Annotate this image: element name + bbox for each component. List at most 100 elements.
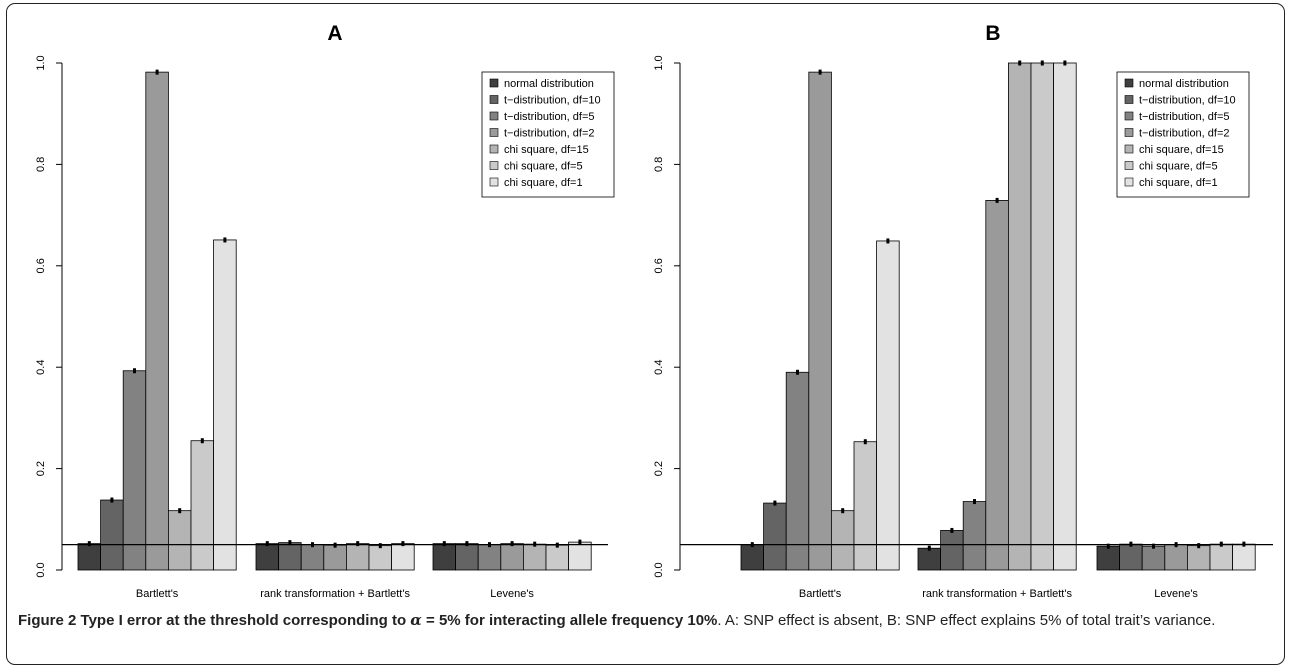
panel-b-legend-label: chi square, df=15: [1139, 144, 1224, 156]
panel-b-bar: [985, 199, 1009, 571]
panel-a-bar: [368, 545, 393, 571]
panel-b-category-label: rank transformation + Bartlett's: [922, 588, 1072, 600]
panel-b-bar: [940, 530, 964, 571]
caption-label: Figure 2: [18, 612, 77, 629]
caption-text: . A: SNP effect is absent, B: SNP effect…: [717, 612, 1216, 629]
panel-a-legend-label: t−distribution, df=10: [504, 95, 601, 107]
panel-a-legend-label: chi square, df=15: [504, 144, 589, 156]
panel-b-y-tick-label: 1.0: [653, 55, 665, 70]
panel-a-legend-swatch: [489, 95, 499, 104]
caption-title-pre: Type I error at the threshold correspond…: [76, 612, 411, 629]
panel-b-bar: [785, 371, 810, 571]
panel-a-bar: [545, 544, 570, 571]
panel-a-y-tick-label: 0.8: [35, 157, 47, 172]
panel-a-legend-label: chi square, df=1: [504, 177, 583, 189]
panel-b-legend-label: normal distribution: [1139, 78, 1229, 90]
panel-a-y-tick-label: 0.4: [35, 360, 47, 375]
panel-b-bar: [1053, 62, 1077, 571]
panel-b-y-tick-label: 0.2: [653, 461, 665, 476]
panel-b-legend-swatch: [1124, 161, 1134, 170]
panel-a-legend-swatch: [489, 111, 499, 121]
panel-a-bar: [323, 544, 347, 571]
panel-b-legend-label: t−distribution, df=10: [1139, 95, 1236, 107]
panel-a-category-label: Levene's: [490, 588, 534, 600]
panel-a-legend-label: normal distribution: [504, 78, 594, 90]
panel-a-legend-swatch: [489, 128, 499, 137]
panel-a-bar: [213, 239, 237, 571]
panel-b-legend-swatch: [1124, 128, 1134, 137]
panel-a-bar: [300, 544, 325, 571]
panel-a-bar: [568, 541, 592, 571]
panel-a-bar: [77, 543, 102, 571]
panel-a-bar: [190, 440, 215, 571]
panel-a-legend-label: t−distribution, df=5: [504, 111, 595, 123]
panel-a-bar: [278, 542, 302, 571]
panel-b-legend: [1116, 71, 1250, 198]
panel-b-legend-label: t−distribution, df=5: [1139, 111, 1230, 123]
panel-a-legend-swatch: [489, 78, 499, 88]
panel-b-y-tick-label: 0.0: [653, 562, 665, 577]
panel-a-bar: [167, 510, 192, 571]
panel-a-bar: [477, 544, 502, 571]
panel-b-legend-label: chi square, df=5: [1139, 161, 1218, 173]
panel-a-bar: [391, 543, 415, 571]
panel-a-bar: [345, 543, 370, 571]
panel-b-y-tick-label: 0.4: [653, 360, 665, 375]
panel-b-bar: [853, 441, 878, 571]
panel-b-category-label: Bartlett's: [799, 588, 842, 600]
panel-b-bar: [1141, 545, 1166, 571]
panel-a-bar: [500, 543, 524, 571]
panel-a-bar: [432, 543, 457, 571]
panel-b-legend-label: chi square, df=1: [1139, 177, 1218, 189]
panel-a-legend-swatch: [489, 177, 499, 187]
panel-a-legend-swatch: [489, 161, 499, 170]
panel-b-y-tick-label: 0.6: [653, 258, 665, 273]
panel-b-bar: [1187, 545, 1211, 571]
panel-b-bar: [808, 71, 832, 571]
panel-b-legend-label: t−distribution, df=2: [1139, 128, 1230, 140]
panel-a-bar: [255, 543, 280, 571]
caption-title-post: = 5% for interacting allele frequency 10…: [421, 612, 718, 629]
panel-b-bar: [831, 510, 855, 571]
panel-a-category-label: rank transformation + Bartlett's: [260, 588, 410, 600]
panel-a-bar: [523, 543, 547, 571]
panel-a-legend-label: chi square, df=5: [504, 161, 583, 173]
panel-b-bar: [962, 501, 987, 571]
panel-a-bar: [122, 370, 147, 571]
panel-b-legend-swatch: [1124, 111, 1134, 121]
panel-b-bar: [1030, 62, 1055, 571]
panel-a-category-label: Bartlett's: [136, 588, 179, 600]
panel-a-legend-label: t−distribution, df=2: [504, 128, 595, 140]
panel-b-title: B: [985, 22, 1000, 45]
figure-caption: Figure 2 Type I error at the threshold c…: [18, 610, 1276, 631]
panel-a-legend-swatch: [489, 144, 499, 154]
panel-a-bar: [145, 71, 169, 571]
panel-b-category-label: Levene's: [1154, 588, 1198, 600]
panel-b-bar: [740, 544, 765, 571]
panel-b-bar: [1119, 543, 1143, 571]
panel-a-y-tick-label: 0.6: [35, 258, 47, 273]
panel-b-bar: [1209, 543, 1234, 571]
panel-b-legend-swatch: [1124, 95, 1134, 104]
figure-canvas: A 0.0 0.2 0.4 0.6 0.8 1.0 Bartlett's rank transf…: [35, 22, 1273, 600]
panel-b-bar: [876, 240, 900, 571]
panel-a-bar: [100, 499, 124, 571]
panel-b-y-tick-label: 0.8: [653, 157, 665, 172]
panel-b-bar: [1164, 544, 1188, 571]
panel-a-title: A: [327, 22, 342, 45]
panel-b-bar: [917, 547, 942, 571]
panel-b-bar: [1008, 62, 1032, 571]
panel-a-y-tick-label: 0.2: [35, 461, 47, 476]
panel-a-y-tick-label: 0.0: [35, 562, 47, 577]
panel-b-legend-swatch: [1124, 78, 1134, 88]
figure-frame: [6, 3, 1285, 665]
panel-a-y-tick-label: 1.0: [35, 55, 47, 70]
panel-a-legend: [481, 71, 615, 198]
panel-b-legend-swatch: [1124, 177, 1134, 187]
panel-b-bar: [1096, 545, 1121, 571]
panel-b-bar: [1232, 543, 1256, 571]
panel-b-legend-swatch: [1124, 144, 1134, 154]
caption-alpha: α: [410, 611, 422, 629]
panel-a-bar: [455, 543, 479, 571]
panel-b-bar: [763, 502, 787, 571]
